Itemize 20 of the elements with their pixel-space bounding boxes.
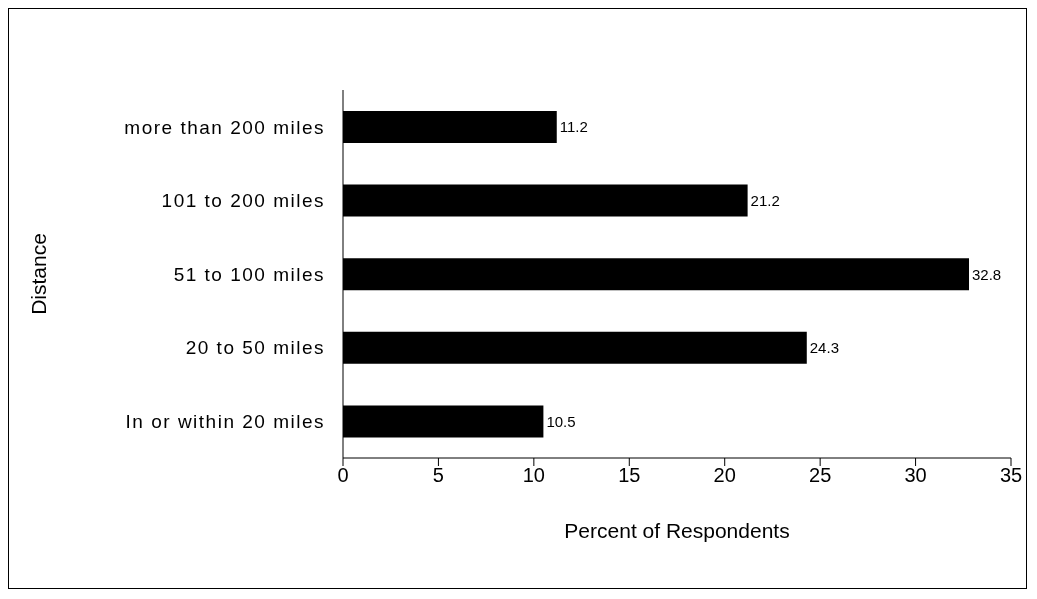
data-label: 10.5 — [546, 412, 576, 430]
y-tick-label: 101 to 200 miles — [161, 190, 325, 212]
data-label: 24.3 — [809, 339, 839, 357]
x-tick-label: 10 — [522, 464, 545, 487]
y-tick-label: In or within 20 miles — [125, 410, 325, 432]
x-tick-label: 30 — [904, 464, 927, 487]
x-tick-label: 15 — [618, 464, 641, 487]
y-tick-label: 51 to 100 miles — [173, 263, 325, 285]
x-tick-label: 0 — [337, 464, 349, 487]
x-tick-label: 5 — [432, 464, 444, 487]
y-tick-label: more than 200 miles — [124, 116, 325, 138]
y-tick-label: 20 to 50 miles — [185, 337, 325, 359]
y-axis-title: Distance — [27, 233, 51, 315]
data-label: 21.2 — [750, 191, 780, 209]
data-label: 32.8 — [972, 265, 1002, 283]
x-tick-label: 35 — [999, 464, 1023, 487]
x-tick-label: 25 — [809, 464, 832, 487]
data-label: 11.2 — [559, 118, 588, 136]
x-axis-title: Percent of Respondents — [564, 519, 790, 542]
x-tick-label: 20 — [713, 464, 736, 487]
